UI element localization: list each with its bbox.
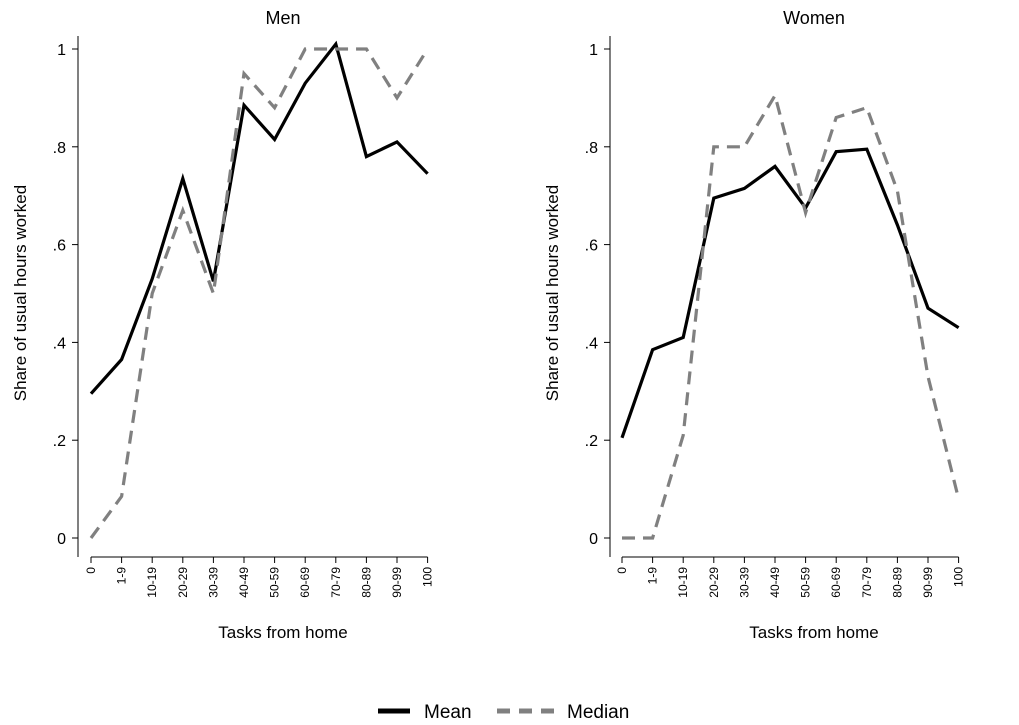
women-median-line	[622, 91, 961, 540]
women-ytick-label: 0	[589, 531, 598, 548]
women-mean-line	[620, 147, 960, 439]
women-ytick-label: 1	[589, 42, 598, 59]
men-xtick-label: 1-9	[115, 567, 129, 585]
men-panel: Men 0 .2 .4 .6 .8 1 0 1-9 10-19 20-29 30-39 40-49 50-…	[11, 8, 435, 642]
men-xtick-label: 70-79	[329, 567, 343, 598]
men-x-axis-title: Tasks from home	[218, 623, 347, 642]
women-xtick-label: 10-19	[676, 567, 690, 598]
men-median-line	[89, 47, 429, 539]
women-xtick-label: 80-89	[890, 567, 904, 598]
women-xtick-label: 1-9	[646, 567, 660, 585]
women-xtick-label: 30-39	[737, 567, 751, 598]
women-xtick-label: 70-79	[860, 567, 874, 598]
men-xtick-label: 60-69	[298, 567, 312, 598]
men-ytick-label: 1	[57, 42, 66, 59]
women-xtick-label: 0	[615, 567, 629, 574]
panels: Men 0 .2 .4 .6 .8 1 0 1-9 10-19 20-29 30-39 40-49 50-…	[11, 8, 966, 642]
women-ytick-label: .6	[585, 238, 598, 255]
men-xtick-label: 0	[84, 567, 98, 574]
women-y-axis-title: Share of usual hours worked	[543, 185, 562, 401]
men-xtick-label: 20-29	[176, 567, 190, 598]
men-ytick-label: .2	[53, 433, 66, 450]
women-ytick-label: .2	[585, 433, 598, 450]
women-xtick-label: 20-29	[707, 567, 721, 598]
women-title: Women	[783, 8, 845, 28]
women-ytick-label: .8	[585, 140, 598, 157]
women-panel: Women 0 .2 .4 .6 .8 1 0 1-9 10-19 20-29 30-39 40-49 5…	[543, 8, 966, 642]
men-xtick-label: 40-49	[237, 567, 251, 598]
men-ytick-label: .8	[53, 140, 66, 157]
legend-median-label: Median	[567, 702, 629, 723]
men-y-axis-title: Share of usual hours worked	[11, 185, 30, 401]
men-xtick-label: 90-99	[390, 567, 404, 598]
women-xtick-label: 40-49	[768, 567, 782, 598]
women-xtick-label: 50-59	[799, 567, 813, 598]
women-x-axis-title: Tasks from home	[749, 623, 878, 642]
men-title: Men	[265, 8, 300, 28]
women-xtick-label: 90-99	[921, 567, 935, 598]
men-ytick-label: .6	[53, 238, 66, 255]
women-xtick-label: 100	[952, 567, 966, 587]
men-xtick-label: 30-39	[206, 567, 220, 598]
men-xtick-label: 10-19	[145, 567, 159, 598]
women-xtick-label: 60-69	[829, 567, 843, 598]
men-ytick-label: .4	[53, 335, 66, 352]
men-ytick-label: 0	[57, 531, 66, 548]
men-xtick-label: 100	[421, 567, 435, 587]
men-xtick-label: 50-59	[268, 567, 282, 598]
legend-mean-label: Mean	[424, 702, 472, 723]
men-mean-line	[89, 40, 429, 395]
women-ytick-label: .4	[585, 335, 598, 352]
men-xtick-label: 80-89	[359, 567, 373, 598]
legend: Mean Median	[378, 702, 629, 723]
